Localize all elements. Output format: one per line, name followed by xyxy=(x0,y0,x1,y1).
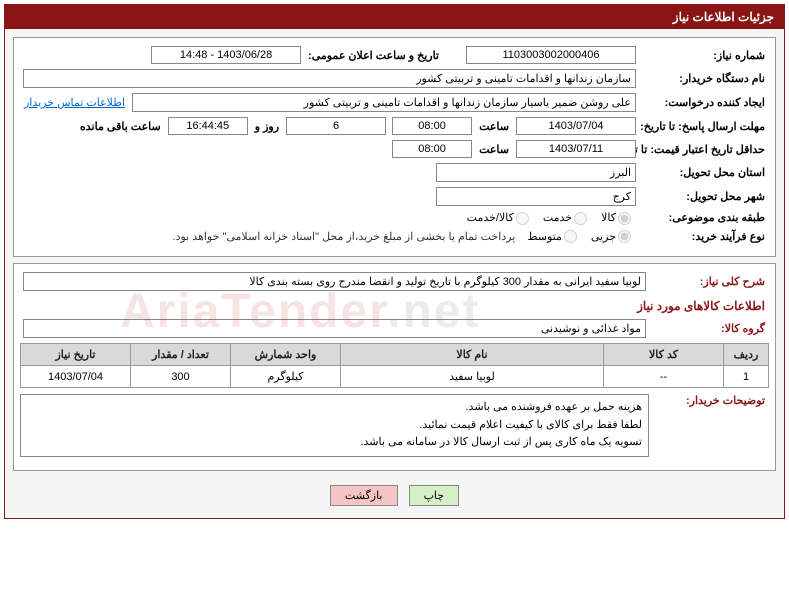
buyer-org-label: نام دستگاه خریدار: xyxy=(639,72,769,85)
hour-label-2: ساعت xyxy=(475,143,513,156)
announce-label: تاریخ و ساعت اعلان عمومی: xyxy=(304,49,443,62)
goods-group-label: گروه کالا: xyxy=(649,322,769,335)
th-row: ردیف xyxy=(724,344,769,366)
header-block: شماره نیاز: 1103003002000406 تاریخ و ساع… xyxy=(13,37,776,257)
remaining-time: 16:44:45 xyxy=(168,117,248,135)
th-qty: تعداد / مقدار xyxy=(131,344,231,366)
goods-group-value: مواد غذائی و نوشیدنی xyxy=(23,319,646,338)
announce-value: 1403/06/28 - 14:48 xyxy=(151,46,301,64)
details-block: شرح کلی نیاز: لوبیا سفید ایرانی به مقدار… xyxy=(13,263,776,471)
buyer-notes-value: هزینه حمل بر عهده فروشنده می باشد. لطفا … xyxy=(20,394,649,457)
hour-label-1: ساعت xyxy=(475,120,513,133)
deadline-date: 1403/07/04 xyxy=(516,117,636,135)
category-label: طبقه بندی موضوعی: xyxy=(639,211,769,224)
deadline-time: 08:00 xyxy=(392,117,472,135)
category-option-both[interactable]: کالا/خدمت xyxy=(467,211,531,225)
validity-date: 1403/07/11 xyxy=(516,140,636,158)
overall-desc-label: شرح کلی نیاز: xyxy=(649,275,769,288)
table-header-row: ردیف کد کالا نام کالا واحد شمارش تعداد /… xyxy=(21,344,769,366)
province-value: البرز xyxy=(436,163,636,182)
th-name: نام کالا xyxy=(341,344,604,366)
cell-unit: کیلوگرم xyxy=(231,366,341,388)
need-no-label: شماره نیاز: xyxy=(639,49,769,62)
print-button[interactable]: چاپ xyxy=(409,485,460,506)
process-option-minor[interactable]: جزیی xyxy=(591,230,633,244)
th-unit: واحد شمارش xyxy=(231,344,341,366)
buyer-contact-link[interactable]: اطلاعات تماس خریدار xyxy=(20,96,129,109)
process-option-medium[interactable]: متوسط xyxy=(527,230,579,244)
province-label: استان محل تحویل: xyxy=(639,166,769,179)
cell-qty: 300 xyxy=(131,366,231,388)
validity-time: 08:00 xyxy=(392,140,472,158)
cell-name: لوبیا سفید xyxy=(341,366,604,388)
th-date: تاریخ نیاز xyxy=(21,344,131,366)
city-label: شهر محل تحویل: xyxy=(639,190,769,203)
goods-table: ردیف کد کالا نام کالا واحد شمارش تعداد /… xyxy=(20,343,769,388)
table-row: 1 -- لوبیا سفید کیلوگرم 300 1403/07/04 xyxy=(21,366,769,388)
details-panel: جزئیات اطلاعات نیاز شماره نیاز: 11030030… xyxy=(4,4,785,519)
buyer-org-value: سازمان زندانها و اقدامات تامینی و تربیتی… xyxy=(23,69,636,88)
remaining-days: 6 xyxy=(286,117,386,135)
need-no-value: 1103003002000406 xyxy=(466,46,636,64)
cell-row: 1 xyxy=(724,366,769,388)
goods-info-title: اطلاعات کالاهای مورد نیاز xyxy=(24,299,765,313)
validity-label: حداقل تاریخ اعتبار قیمت: تا تاریخ: xyxy=(639,143,769,156)
cell-code: -- xyxy=(604,366,724,388)
days-and-label: روز و xyxy=(251,120,283,133)
remaining-label: ساعت باقی مانده xyxy=(76,120,165,133)
category-option-goods[interactable]: کالا xyxy=(601,211,633,225)
back-button[interactable]: بازگشت xyxy=(330,485,398,506)
overall-desc-value: لوبیا سفید ایرانی به مقدار 300 کیلوگرم ب… xyxy=(23,272,646,291)
cell-date: 1403/07/04 xyxy=(21,366,131,388)
deadline-label: مهلت ارسال پاسخ: تا تاریخ: xyxy=(639,120,769,133)
category-option-service[interactable]: خدمت xyxy=(543,211,589,225)
requester-value: علی روشن ضمیر یاسیار سازمان زندانها و اق… xyxy=(132,93,636,112)
th-code: کد کالا xyxy=(604,344,724,366)
city-value: کرج xyxy=(436,187,636,206)
process-note: پرداخت تمام یا بخشی از مبلغ خرید،از محل … xyxy=(167,230,522,243)
process-label: نوع فرآیند خرید: xyxy=(639,230,769,243)
button-bar: چاپ بازگشت xyxy=(13,477,776,510)
buyer-notes-label: توضیحات خریدار: xyxy=(649,394,769,407)
requester-label: ایجاد کننده درخواست: xyxy=(639,96,769,109)
panel-title: جزئیات اطلاعات نیاز xyxy=(5,5,784,29)
